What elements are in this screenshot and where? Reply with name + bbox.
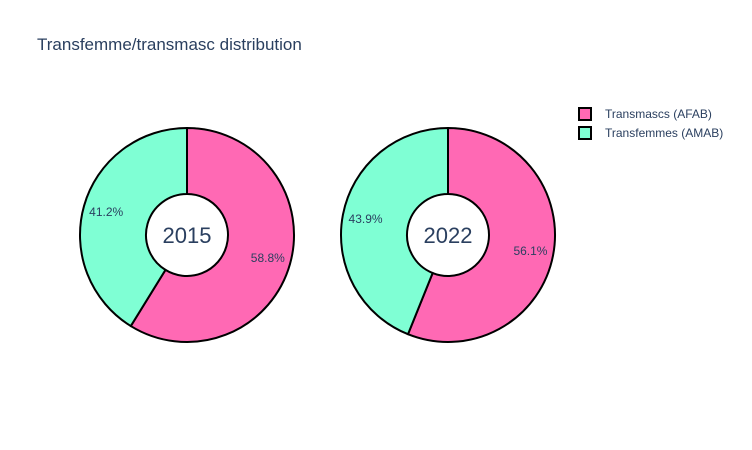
slice-label-transmascs-afab-2015: 58.8% [251,251,285,265]
legend-item-transmascs-afab[interactable]: Transmascs (AFAB) [578,107,712,121]
donut-2015: 58.8% 41.2% 2015 [79,126,295,343]
legend-label-transmascs-afab: Transmascs (AFAB) [605,107,712,121]
slice-transmascs-afab-2015[interactable] [129,126,295,343]
donut-2022: 56.1% 43.9% 2022 [340,126,556,343]
center-label-2022: 2022 [424,223,473,248]
slice-transfemmes-amab-2022[interactable] [340,126,449,336]
slice-transfemmes-amab-2015[interactable] [79,126,188,328]
slice-transmascs-afab-2022[interactable] [406,126,556,343]
slice-label-transmascs-afab-2022: 56.1% [513,244,547,258]
center-label-2015: 2015 [163,223,212,248]
legend-swatch-transmascs-afab [578,107,592,121]
slice-label-transfemmes-amab-2022: 43.9% [349,212,383,226]
legend-swatch-transfemmes-amab [578,126,592,140]
legend-label-transfemmes-amab: Transfemmes (AMAB) [605,126,723,140]
donut-charts: 58.8% 41.2% 2015 56.1% 43.9% 2022 [79,126,556,343]
slice-label-transfemmes-amab-2015: 41.2% [89,205,123,219]
legend-item-transfemmes-amab[interactable]: Transfemmes (AMAB) [578,126,723,140]
chart-title: Transfemme/transmasc distribution [37,35,302,54]
legend[interactable]: Transmascs (AFAB) Transfemmes (AMAB) [578,107,723,140]
